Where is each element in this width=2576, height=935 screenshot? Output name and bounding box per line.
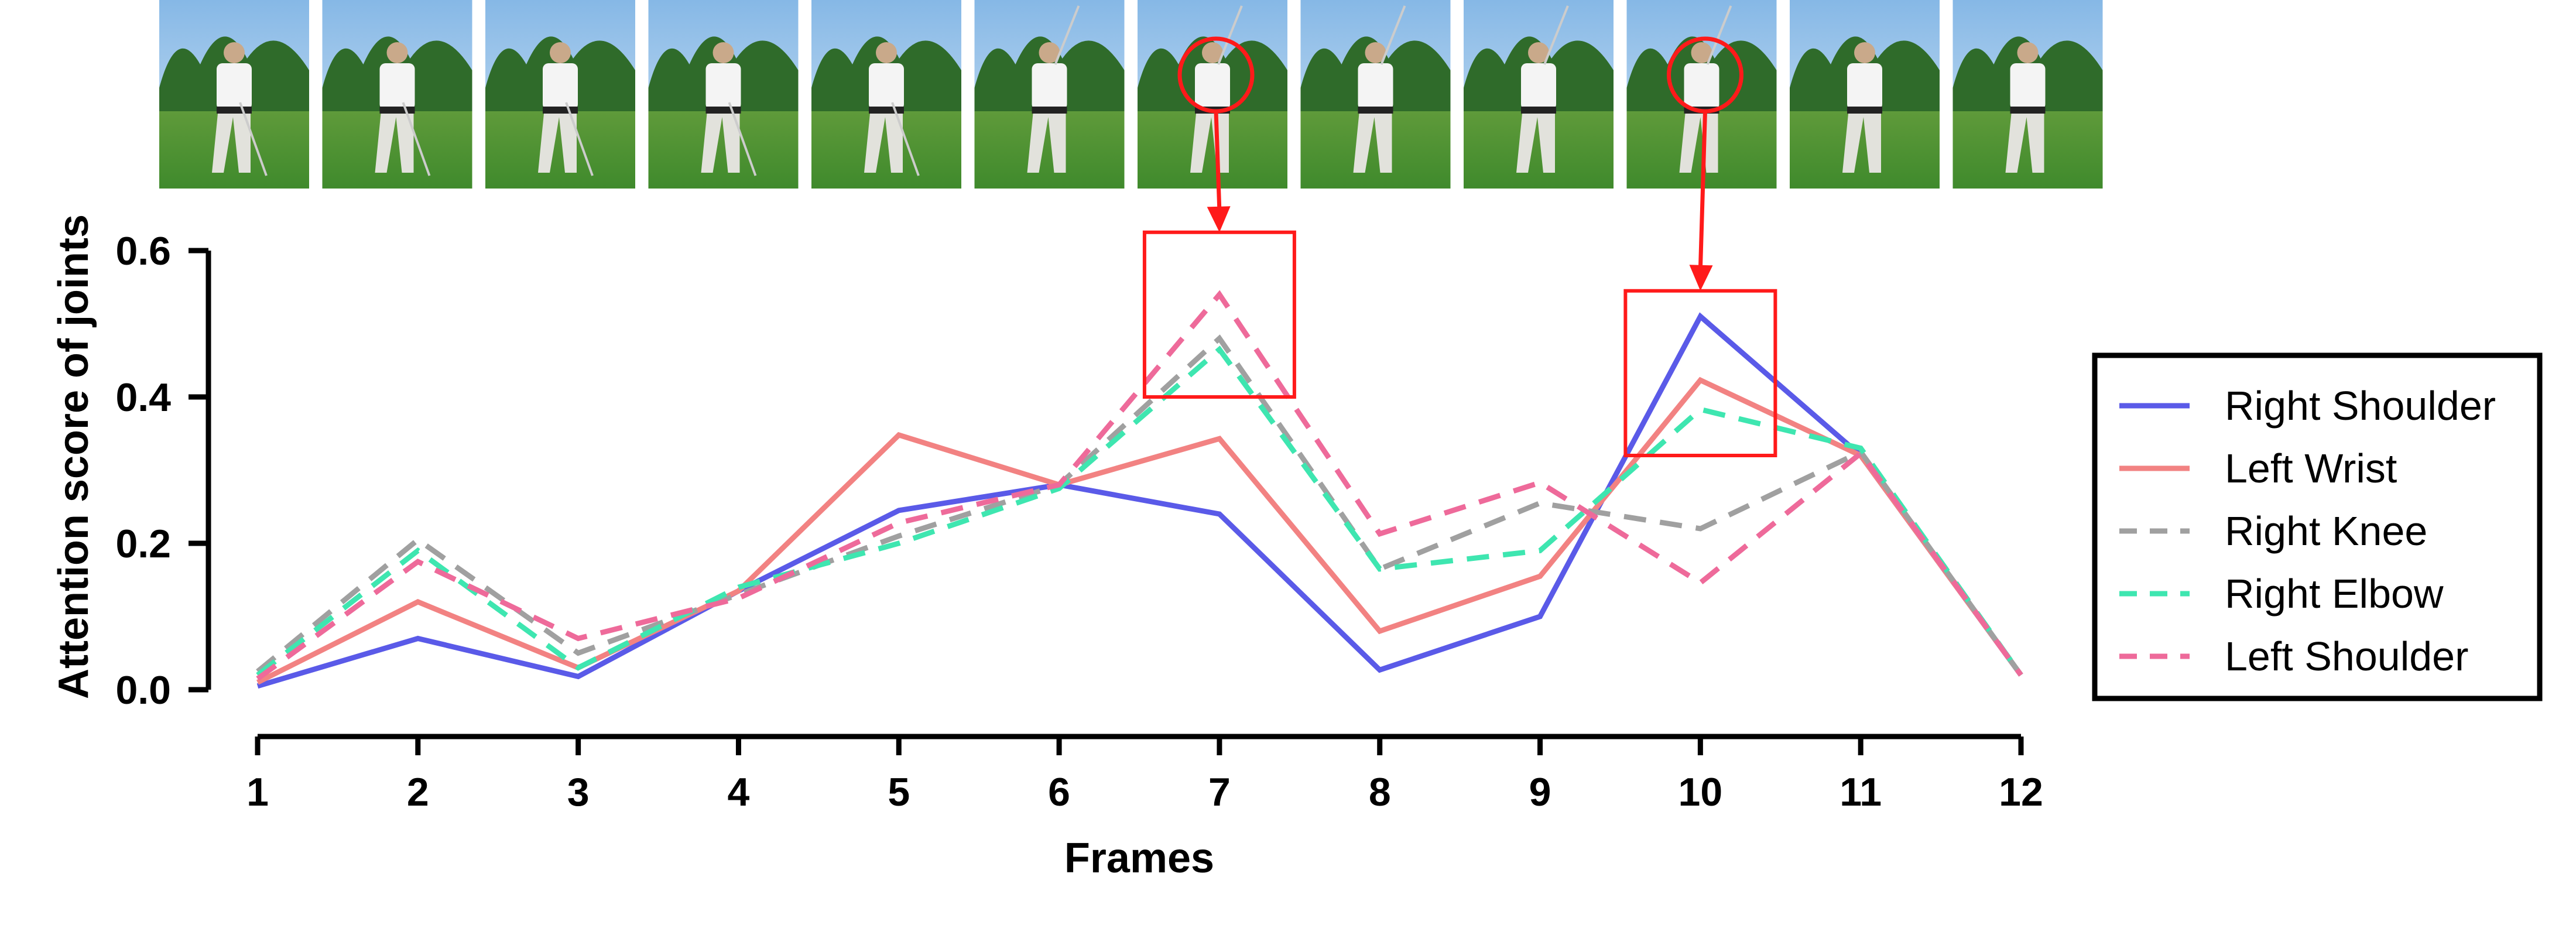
swing-frame-image: [322, 0, 472, 189]
axes: 0.00.20.40.61 2 3 4 5 6 7 8 9 10 11 12: [115, 229, 2043, 814]
swing-frame-image: [1626, 0, 1777, 189]
swing-frame-image: [1138, 0, 1287, 189]
legend: Right Shoulder Left Wrist Right Knee Right …: [2092, 352, 2543, 701]
x-tick-label: 5: [888, 770, 910, 814]
swing-frame-image: [811, 0, 961, 189]
swing-frame-image: [159, 0, 309, 189]
x-tick-label: 12: [1999, 770, 2043, 814]
x-tick-label: 1: [246, 770, 269, 814]
y-tick-label: 0.6: [115, 229, 171, 273]
series-line-left-shoulder: [256, 290, 2023, 681]
arrow-head: [1207, 206, 1231, 232]
x-tick-label: 7: [1208, 770, 1231, 814]
series-line-left-wrist: [256, 376, 2023, 685]
legend-label-right-elbow: Right Elbow: [2225, 571, 2444, 617]
x-tick-label: 2: [407, 770, 429, 814]
y-tick-label: 0.4: [115, 375, 171, 420]
x-tick-label: 6: [1048, 770, 1070, 814]
highlight-arrow: [1698, 111, 1707, 270]
swing-frame-image: [1790, 0, 1940, 189]
legend-box: [2092, 352, 2543, 701]
series-line-right-elbow: [256, 345, 2023, 677]
swing-frame-image: [1952, 0, 2103, 189]
annotations: [1142, 111, 1777, 457]
legend-label-left-shoulder: Left Shoulder: [2225, 633, 2468, 679]
series-layer: [256, 290, 2023, 689]
y-tick-label: 0.2: [115, 522, 171, 566]
legend-label-right-knee: Right Knee: [2225, 508, 2427, 554]
arrow-head: [1689, 265, 1713, 291]
x-tick-label: 4: [728, 770, 750, 814]
legend-label-left-wrist: Left Wrist: [2225, 446, 2397, 491]
frames-strip: [159, 0, 2103, 189]
highlight-arrow: [1214, 111, 1222, 211]
x-tick-label: 9: [1529, 770, 1551, 814]
x-tick-label: 11: [1839, 770, 1882, 814]
swing-frame-image: [1300, 0, 1451, 189]
swing-frame-image: [485, 0, 635, 189]
series-line-right-knee: [256, 334, 2023, 677]
swing-frame-image: [1464, 0, 1614, 189]
x-tick-label: 3: [567, 770, 590, 814]
x-axis-title: Frames: [1064, 835, 1214, 882]
x-tick-label: 10: [1678, 770, 1723, 814]
swing-frame-image: [974, 0, 1125, 189]
legend-label-right-shoulder: Right Shoulder: [2225, 383, 2496, 429]
highlight-box: [1142, 230, 1296, 399]
series-line-right-shoulder: [256, 312, 2023, 689]
y-tick-label: 0.0: [115, 668, 171, 713]
x-tick-label: 8: [1369, 770, 1391, 814]
y-axis-title: Attention score of joints: [50, 214, 97, 699]
swing-frame-image: [648, 0, 799, 189]
